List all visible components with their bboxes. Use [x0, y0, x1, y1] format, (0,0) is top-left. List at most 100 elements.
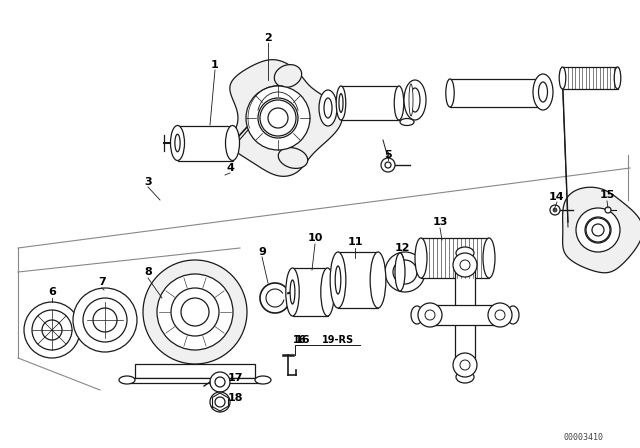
- Bar: [177, 125, 232, 160]
- Circle shape: [553, 208, 557, 212]
- Circle shape: [385, 252, 425, 292]
- Ellipse shape: [290, 280, 295, 304]
- Text: 19-RS: 19-RS: [322, 335, 354, 345]
- Ellipse shape: [404, 80, 426, 120]
- Bar: [130, 378, 260, 383]
- Text: 14: 14: [549, 192, 565, 202]
- Circle shape: [246, 86, 310, 150]
- Ellipse shape: [278, 147, 308, 168]
- Text: 5: 5: [384, 150, 392, 160]
- Ellipse shape: [336, 86, 346, 120]
- Ellipse shape: [324, 98, 332, 118]
- Ellipse shape: [319, 90, 337, 126]
- Ellipse shape: [446, 79, 454, 107]
- Ellipse shape: [456, 371, 474, 383]
- Ellipse shape: [119, 376, 135, 384]
- Circle shape: [260, 100, 296, 136]
- Ellipse shape: [339, 94, 343, 112]
- Text: 15: 15: [599, 190, 614, 200]
- Circle shape: [83, 298, 127, 342]
- Bar: [341, 86, 399, 120]
- Ellipse shape: [370, 252, 386, 308]
- Circle shape: [268, 108, 288, 128]
- Ellipse shape: [409, 84, 413, 116]
- Bar: [135, 364, 255, 378]
- Text: 1: 1: [211, 60, 219, 70]
- Ellipse shape: [286, 268, 300, 316]
- Ellipse shape: [456, 247, 474, 259]
- Ellipse shape: [483, 238, 495, 278]
- Circle shape: [488, 303, 512, 327]
- Circle shape: [171, 288, 219, 336]
- Bar: [338, 252, 378, 308]
- Circle shape: [605, 207, 611, 213]
- Bar: [292, 268, 328, 316]
- Circle shape: [592, 224, 604, 236]
- Bar: [421, 238, 489, 278]
- Ellipse shape: [170, 125, 184, 160]
- Circle shape: [453, 353, 477, 377]
- Circle shape: [215, 397, 225, 407]
- Ellipse shape: [394, 86, 404, 120]
- Ellipse shape: [321, 268, 334, 316]
- Circle shape: [73, 288, 137, 352]
- Text: 7: 7: [98, 277, 106, 287]
- Text: 4: 4: [226, 163, 234, 173]
- Circle shape: [32, 310, 72, 350]
- Ellipse shape: [275, 65, 301, 87]
- Ellipse shape: [533, 74, 553, 110]
- Text: 17: 17: [227, 373, 243, 383]
- Circle shape: [381, 158, 395, 172]
- Ellipse shape: [415, 238, 427, 278]
- Circle shape: [586, 218, 610, 242]
- Text: 00003410: 00003410: [564, 432, 604, 441]
- Text: 18: 18: [227, 393, 243, 403]
- Circle shape: [550, 205, 560, 215]
- Text: 8: 8: [144, 267, 152, 277]
- Polygon shape: [563, 187, 640, 273]
- Bar: [563, 67, 618, 89]
- Circle shape: [157, 274, 233, 350]
- Circle shape: [181, 298, 209, 326]
- Polygon shape: [230, 60, 342, 177]
- Ellipse shape: [538, 82, 547, 102]
- Ellipse shape: [225, 125, 239, 160]
- Text: 13: 13: [432, 217, 448, 227]
- Text: 6: 6: [48, 287, 56, 297]
- Circle shape: [258, 98, 298, 138]
- Text: 11: 11: [348, 237, 363, 247]
- Text: 3: 3: [144, 177, 152, 187]
- Ellipse shape: [330, 252, 346, 308]
- Circle shape: [215, 377, 225, 387]
- Circle shape: [460, 260, 470, 270]
- Ellipse shape: [559, 67, 566, 89]
- Text: 12: 12: [394, 243, 410, 253]
- Ellipse shape: [614, 67, 621, 89]
- Circle shape: [143, 260, 247, 364]
- Text: 10: 10: [307, 233, 323, 243]
- Text: 16: 16: [294, 335, 310, 345]
- Circle shape: [418, 303, 442, 327]
- Text: 2: 2: [264, 33, 272, 43]
- Ellipse shape: [335, 266, 341, 294]
- Circle shape: [585, 217, 611, 243]
- Ellipse shape: [395, 253, 405, 291]
- Ellipse shape: [400, 119, 414, 125]
- Circle shape: [460, 360, 470, 370]
- Ellipse shape: [411, 306, 423, 324]
- Circle shape: [24, 302, 80, 358]
- Ellipse shape: [507, 306, 519, 324]
- Circle shape: [93, 308, 117, 332]
- Ellipse shape: [536, 79, 544, 107]
- Ellipse shape: [175, 134, 180, 152]
- Bar: [450, 79, 540, 107]
- Text: 16: 16: [293, 335, 307, 345]
- Bar: [455, 265, 475, 365]
- Circle shape: [425, 310, 435, 320]
- Text: 9: 9: [258, 247, 266, 257]
- Circle shape: [453, 253, 477, 277]
- Circle shape: [210, 372, 230, 392]
- Circle shape: [576, 208, 620, 252]
- Circle shape: [495, 310, 505, 320]
- Circle shape: [210, 392, 230, 412]
